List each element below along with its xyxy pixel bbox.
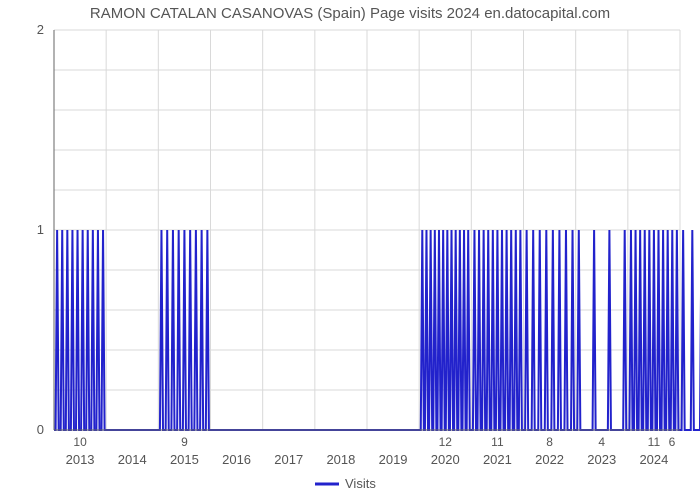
- x-tick-label: 2017: [274, 452, 303, 467]
- y-tick-label: 2: [37, 22, 44, 37]
- value-label: 11: [648, 435, 661, 449]
- x-tick-label: 2014: [118, 452, 147, 467]
- x-tick-label: 2013: [66, 452, 95, 467]
- x-tick-label: 2021: [483, 452, 512, 467]
- value-label: 4: [598, 435, 605, 449]
- legend-label: Visits: [345, 476, 376, 491]
- value-label: 9: [181, 435, 188, 449]
- chart-title: RAMON CATALAN CASANOVAS (Spain) Page vis…: [90, 5, 610, 22]
- visits-chart: RAMON CATALAN CASANOVAS (Spain) Page vis…: [0, 0, 700, 500]
- plot-area: [54, 30, 700, 430]
- value-label: 10: [73, 435, 87, 449]
- x-tick-label: 2023: [587, 452, 616, 467]
- x-tick-label: 2020: [431, 452, 460, 467]
- x-tick-label: 2018: [326, 452, 355, 467]
- x-tick-label: 2022: [535, 452, 564, 467]
- x-axis: 2013 2014 2015 2016 2017 2018 2019 2020 2021 2022…: [66, 452, 669, 467]
- x-tick-label: 2015: [170, 452, 199, 467]
- value-label: 8: [546, 435, 553, 449]
- x-tick-label: 2016: [222, 452, 251, 467]
- x-tick-label: 2019: [379, 452, 408, 467]
- value-labels: 10 9 12 11 8 4 11 6: [73, 435, 675, 449]
- value-label: 12: [439, 435, 453, 449]
- legend: Visits: [315, 476, 376, 491]
- y-tick-label: 0: [37, 422, 44, 437]
- y-axis: 0 1 2: [37, 22, 44, 437]
- y-tick-label: 1: [37, 222, 44, 237]
- x-tick-label: 2024: [639, 452, 668, 467]
- value-label: 6: [669, 435, 676, 449]
- value-label: 11: [491, 435, 504, 449]
